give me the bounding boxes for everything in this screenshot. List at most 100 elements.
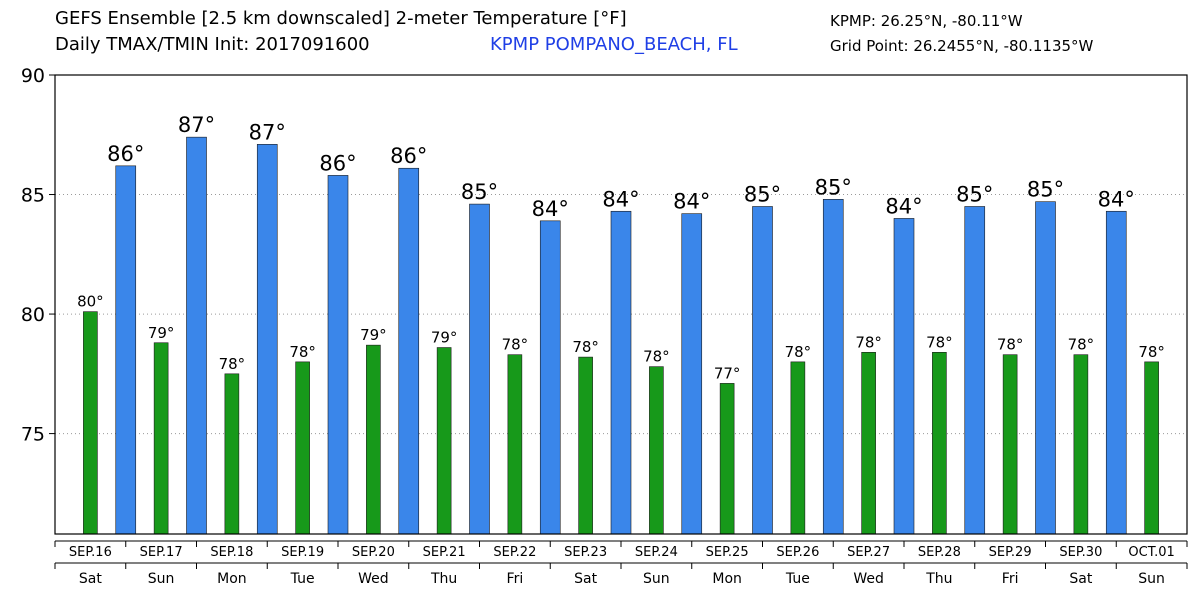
weekday-label: Tue [290, 571, 315, 587]
tmin-label: 78° [502, 336, 529, 354]
date-label: SEP.25 [706, 545, 749, 560]
tmin-bar [153, 342, 169, 535]
tmin-bar [578, 356, 593, 535]
tmin-label: 78° [1068, 336, 1095, 354]
tmin-label: 78° [785, 343, 812, 361]
date-label: SEP.26 [776, 545, 819, 560]
tmin-bar [932, 352, 947, 535]
tmax-label: 84° [1098, 187, 1135, 211]
tmax-label: 84° [885, 194, 922, 218]
y-tick-label: 80 [21, 304, 45, 326]
weekday-label: Sat [1069, 571, 1092, 587]
date-label: OCT.01 [1128, 545, 1174, 560]
weekday-label: Thu [430, 571, 457, 587]
weekday-label: Sat [79, 571, 102, 587]
tmax-bar [964, 206, 986, 535]
tmin-bar [436, 347, 452, 535]
tmax-label: 85° [461, 180, 498, 204]
tmin-bar [719, 383, 735, 535]
tmax-label: 86° [107, 142, 144, 166]
chart-title: GEFS Ensemble [2.5 km downscaled] 2-mete… [55, 8, 627, 29]
tmin-label: 78° [1138, 343, 1165, 361]
date-label: SEP.21 [423, 545, 466, 560]
tmin-label: 78° [926, 333, 953, 351]
tmin-label: 80° [77, 293, 104, 311]
weekday-label: Sun [1138, 571, 1165, 587]
date-label: SEP.17 [140, 545, 183, 560]
date-label: SEP.27 [847, 545, 890, 560]
tmin-label: 78° [572, 338, 599, 356]
tmax-bar [398, 167, 420, 535]
tmax-bar [752, 206, 773, 535]
tmax-label: 84° [602, 187, 639, 211]
tmin-bar [861, 352, 876, 535]
tmax-label: 86° [390, 144, 427, 168]
tmin-bar [507, 354, 523, 535]
tmax-bar [469, 203, 490, 535]
date-label: SEP.23 [564, 545, 607, 560]
tmin-bar [1002, 354, 1018, 535]
tmax-label: 85° [815, 175, 852, 199]
tmax-bar [681, 213, 703, 535]
tmin-bar [790, 361, 806, 535]
tmax-label: 85° [956, 182, 993, 206]
weekday-label: Sun [643, 571, 670, 587]
plot-frame [54, 74, 1188, 535]
tmin-label: 77° [714, 364, 741, 382]
tmax-label: 85° [744, 182, 781, 206]
tmin-bar [366, 344, 381, 535]
tmax-bar [327, 175, 349, 535]
station-name: KPMP POMPANO_BEACH, FL [490, 34, 738, 55]
weekday-label: Wed [358, 571, 389, 587]
tmax-label: 84° [673, 190, 710, 214]
tmax-label: 84° [532, 197, 569, 221]
weekday-label: Fri [507, 571, 524, 587]
y-tick-label: 90 [21, 65, 45, 87]
date-label: SEP.28 [918, 545, 961, 560]
weekday-label: Sun [148, 571, 175, 587]
date-label: SEP.19 [281, 545, 324, 560]
tmax-bar [610, 210, 632, 535]
grid-point-coordinates: Grid Point: 26.2455°N, -80.1135°W [830, 37, 1094, 55]
date-label: SEP.29 [989, 545, 1032, 560]
tmin-label: 79° [148, 324, 175, 342]
weekday-label: Fri [1002, 571, 1019, 587]
tmin-label: 79° [360, 326, 387, 344]
tmax-bar [186, 136, 207, 535]
tmax-bar [539, 220, 561, 535]
tmin-bar [649, 366, 664, 535]
tmin-label: 78° [289, 343, 316, 361]
weekday-label: Sat [574, 571, 597, 587]
tmin-bar [1073, 354, 1089, 535]
tmin-label: 78° [997, 336, 1024, 354]
y-tick-label: 85 [21, 185, 45, 207]
weekday-label: Tue [785, 571, 810, 587]
date-label: SEP.18 [210, 545, 253, 560]
tmax-label: 85° [1027, 178, 1064, 202]
tmin-label: 78° [855, 333, 882, 351]
tmin-label: 78° [219, 355, 246, 373]
tmax-label: 87° [178, 113, 215, 137]
date-label: SEP.16 [69, 545, 112, 560]
tmax-bar [115, 165, 137, 535]
tmin-label: 78° [643, 348, 670, 366]
weekday-label: Mon [217, 571, 247, 587]
tmax-label: 86° [319, 151, 356, 175]
date-label: SEP.22 [493, 545, 536, 560]
tmax-bar [822, 199, 844, 535]
tmin-bar [295, 361, 310, 535]
tmin-bar [1144, 361, 1159, 535]
date-label: SEP.30 [1059, 545, 1102, 560]
chart-subtitle: Daily TMAX/TMIN Init: 2017091600 [55, 34, 370, 55]
tmax-bar [1035, 201, 1056, 535]
weekday-label: Wed [853, 571, 884, 587]
weekday-label: Thu [925, 571, 952, 587]
tmax-label: 87° [249, 120, 286, 144]
tmax-bar [256, 144, 278, 535]
station-coordinates: KPMP: 26.25°N, -80.11°W [830, 12, 1023, 30]
tmin-label: 79° [431, 329, 458, 347]
tmin-bar [83, 311, 98, 535]
weekday-label: Mon [712, 571, 742, 587]
tmax-bar [893, 218, 915, 535]
